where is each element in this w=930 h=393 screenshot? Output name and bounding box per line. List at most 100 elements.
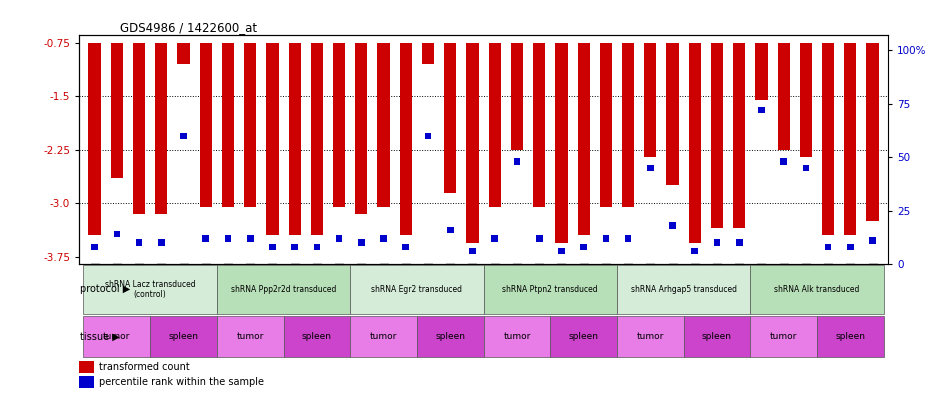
Bar xyxy=(780,158,787,165)
Bar xyxy=(217,316,284,357)
Bar xyxy=(644,42,657,157)
Text: GDS4986 / 1422600_at: GDS4986 / 1422600_at xyxy=(119,21,257,34)
Text: protocol ▶: protocol ▶ xyxy=(80,285,130,294)
Text: GSM1290676: GSM1290676 xyxy=(203,264,208,309)
Bar xyxy=(313,244,320,250)
Bar xyxy=(713,239,721,246)
Bar xyxy=(336,235,342,242)
Bar xyxy=(691,248,698,254)
Bar xyxy=(511,42,523,150)
Text: shRNA Ppp2r2d transduced: shRNA Ppp2r2d transduced xyxy=(231,285,337,294)
Bar xyxy=(288,42,300,235)
Bar xyxy=(203,235,209,242)
Bar xyxy=(136,239,142,246)
Bar xyxy=(311,42,323,235)
Bar xyxy=(155,42,167,214)
Bar xyxy=(91,244,98,250)
Text: percentile rank within the sample: percentile rank within the sample xyxy=(100,377,264,387)
Bar xyxy=(351,316,417,357)
Text: GSM1290679: GSM1290679 xyxy=(336,264,342,308)
Text: GSM1290707: GSM1290707 xyxy=(759,264,764,309)
Text: spleen: spleen xyxy=(435,332,465,341)
Text: GSM1290683: GSM1290683 xyxy=(558,264,565,308)
Text: GSM1290704: GSM1290704 xyxy=(625,264,631,309)
Bar xyxy=(378,42,390,207)
Bar xyxy=(578,42,590,235)
Text: GSM1290698: GSM1290698 xyxy=(358,264,365,308)
Text: GSM1290697: GSM1290697 xyxy=(270,264,275,308)
Bar xyxy=(266,42,279,235)
Text: GSM1290688: GSM1290688 xyxy=(737,264,742,309)
Bar xyxy=(670,222,676,229)
Bar xyxy=(733,42,745,228)
Text: shRNA Ptpn2 transduced: shRNA Ptpn2 transduced xyxy=(502,285,598,294)
Bar xyxy=(647,165,654,171)
Bar xyxy=(178,42,190,64)
Text: GSM1290675: GSM1290675 xyxy=(180,264,187,309)
Text: GSM1290702: GSM1290702 xyxy=(514,264,520,309)
Bar xyxy=(425,132,432,139)
Bar xyxy=(180,132,187,139)
Bar xyxy=(533,42,545,207)
Bar xyxy=(803,165,809,171)
Text: GSM1290687: GSM1290687 xyxy=(714,264,720,309)
Bar xyxy=(688,42,701,242)
Bar xyxy=(600,42,612,207)
Bar xyxy=(150,316,217,357)
Bar xyxy=(870,237,876,244)
Text: GSM1290700: GSM1290700 xyxy=(403,264,409,309)
Bar xyxy=(825,244,831,250)
Text: GSM1290692: GSM1290692 xyxy=(92,264,98,308)
Bar xyxy=(355,42,367,214)
Text: GSM1290681: GSM1290681 xyxy=(447,264,453,308)
Bar xyxy=(111,42,123,178)
Text: spleen: spleen xyxy=(302,332,332,341)
Text: tumor: tumor xyxy=(370,332,397,341)
Bar xyxy=(284,316,351,357)
Text: GSM1290684: GSM1290684 xyxy=(580,264,587,309)
Bar xyxy=(403,244,409,250)
Text: GSM1290693: GSM1290693 xyxy=(113,264,120,308)
Text: GSM1290682: GSM1290682 xyxy=(470,264,475,309)
Bar xyxy=(225,235,232,242)
Bar xyxy=(622,42,634,207)
Bar xyxy=(246,235,254,242)
Bar xyxy=(800,42,812,157)
Text: GSM1290695: GSM1290695 xyxy=(225,264,231,308)
Bar xyxy=(351,265,484,314)
Text: spleen: spleen xyxy=(702,332,732,341)
Bar xyxy=(200,42,212,207)
Text: tumor: tumor xyxy=(637,332,664,341)
Text: GSM1290701: GSM1290701 xyxy=(492,264,498,308)
Bar xyxy=(558,248,565,254)
Bar xyxy=(617,265,751,314)
Text: transformed count: transformed count xyxy=(100,362,190,372)
Text: GSM1290703: GSM1290703 xyxy=(537,264,542,308)
Text: GSM1290709: GSM1290709 xyxy=(803,264,809,308)
Bar xyxy=(88,42,100,235)
Bar xyxy=(358,239,365,246)
Text: GSM1290680: GSM1290680 xyxy=(425,264,431,309)
Text: tissue ▶: tissue ▶ xyxy=(80,331,120,342)
Bar xyxy=(484,265,617,314)
Bar xyxy=(422,42,434,64)
Bar xyxy=(844,42,857,235)
Bar xyxy=(667,42,679,185)
Bar xyxy=(684,316,751,357)
Bar xyxy=(113,231,120,237)
Text: tumor: tumor xyxy=(236,332,264,341)
Bar xyxy=(758,107,764,113)
Bar xyxy=(79,376,94,388)
Bar xyxy=(755,42,767,100)
Text: shRNA Egr2 transduced: shRNA Egr2 transduced xyxy=(371,285,462,294)
Bar xyxy=(447,227,454,233)
Text: GSM1290694: GSM1290694 xyxy=(136,264,142,308)
Bar xyxy=(625,235,631,242)
Text: GSM1290678: GSM1290678 xyxy=(314,264,320,309)
Bar xyxy=(736,239,742,246)
Bar xyxy=(580,244,587,250)
Bar xyxy=(484,316,551,357)
Text: GSM1290689: GSM1290689 xyxy=(825,264,831,308)
Bar xyxy=(291,244,298,250)
Bar xyxy=(867,42,879,221)
